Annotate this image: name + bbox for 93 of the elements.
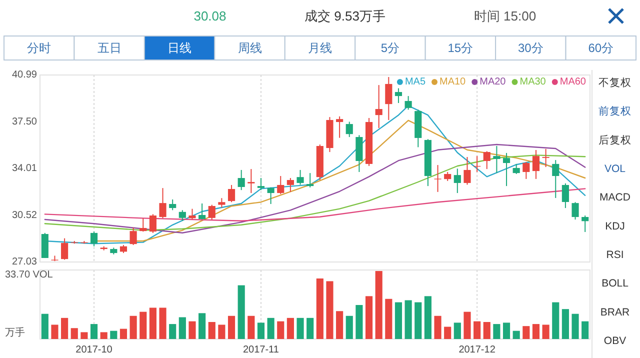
bar <box>296 318 304 339</box>
category-label: 日线 <box>168 41 192 55</box>
bar <box>346 316 353 339</box>
bar <box>394 302 402 339</box>
bar <box>404 300 412 339</box>
bar <box>424 296 432 339</box>
bar <box>90 324 98 339</box>
category-label: 不复权 <box>598 77 632 89</box>
bar <box>188 321 196 339</box>
bar <box>434 316 442 339</box>
category-label: RSI <box>606 249 624 261</box>
category-label: 60分 <box>588 41 614 55</box>
y-tick-label: 40.99 <box>12 70 38 80</box>
bar <box>326 281 334 339</box>
bar <box>248 316 255 339</box>
y-tick-label: 34.01 <box>12 163 38 174</box>
bar <box>502 322 510 339</box>
bar <box>100 332 108 339</box>
y-axis-title: 万手 <box>5 326 25 338</box>
text: 成交 9.53万手 <box>304 8 386 24</box>
category-label: 30分 <box>518 41 544 55</box>
bar <box>562 309 569 339</box>
bar <box>70 328 78 339</box>
bar <box>375 271 382 339</box>
y-tick-label: 37.50 <box>12 116 38 128</box>
bar <box>208 322 216 339</box>
bar <box>178 317 186 339</box>
bar <box>582 321 589 339</box>
bar <box>474 321 481 339</box>
category-label: MACD <box>600 192 631 204</box>
bar <box>218 324 226 339</box>
legend-label: MA30 <box>520 76 546 88</box>
bar <box>365 296 373 339</box>
text: 时间 15:00 <box>474 8 536 24</box>
bar <box>267 318 274 339</box>
bar <box>51 324 58 339</box>
bar <box>277 321 284 339</box>
chart-title: 33.70 VOL <box>5 270 54 280</box>
bar <box>542 324 550 339</box>
bar <box>532 324 540 339</box>
y-tick-label: 30.52 <box>12 210 38 221</box>
category-label: 月线 <box>308 41 332 55</box>
text: 30.08 <box>194 8 226 24</box>
bar <box>110 330 118 339</box>
legend-label: MA10 <box>440 76 466 88</box>
bar <box>159 308 166 339</box>
y-tick-label: 27.03 <box>12 256 38 268</box>
category-label: OBV <box>604 335 626 347</box>
category-label: 前复权 <box>598 106 632 118</box>
bar <box>483 322 490 339</box>
legend-label: MA20 <box>480 76 506 88</box>
bar <box>493 324 500 339</box>
bar <box>522 326 530 339</box>
bar <box>414 302 422 339</box>
bar <box>61 318 68 339</box>
bar <box>80 332 88 339</box>
bar <box>286 318 294 339</box>
category-label: 5分 <box>380 41 400 55</box>
bar <box>41 314 48 339</box>
bar <box>464 312 471 339</box>
category-label: 15分 <box>448 41 474 55</box>
category-label: BRAR <box>600 306 630 318</box>
category-label: 周线 <box>238 41 262 55</box>
bar <box>130 316 137 339</box>
bar <box>572 314 579 339</box>
x-tick-label: 2017-12 <box>458 344 496 356</box>
bar <box>257 322 265 339</box>
category-label: VOL <box>604 163 626 175</box>
bar <box>198 313 206 339</box>
bar <box>356 305 363 339</box>
bar <box>336 311 344 339</box>
category-label: 五日 <box>97 41 122 55</box>
category-label: KDJ <box>605 220 625 232</box>
bar <box>169 324 176 339</box>
bar <box>228 316 236 339</box>
category-label: 分时 <box>27 41 52 55</box>
bar <box>552 302 560 339</box>
bar <box>316 278 324 339</box>
bar <box>444 326 452 339</box>
bar <box>120 328 128 339</box>
category-label: BOLL <box>602 278 629 290</box>
bar <box>140 312 147 339</box>
bar <box>454 322 461 339</box>
x-tick-label: 2017-10 <box>76 344 113 356</box>
category-label: 后复权 <box>598 133 632 146</box>
bar <box>149 308 156 339</box>
bar <box>512 330 520 339</box>
bar <box>238 285 245 339</box>
legend-label: MA60 <box>560 76 586 88</box>
bar <box>385 298 392 339</box>
legend-label: MA5 <box>404 76 426 88</box>
bar <box>306 318 314 339</box>
x-tick-label: 2017-11 <box>243 344 280 356</box>
